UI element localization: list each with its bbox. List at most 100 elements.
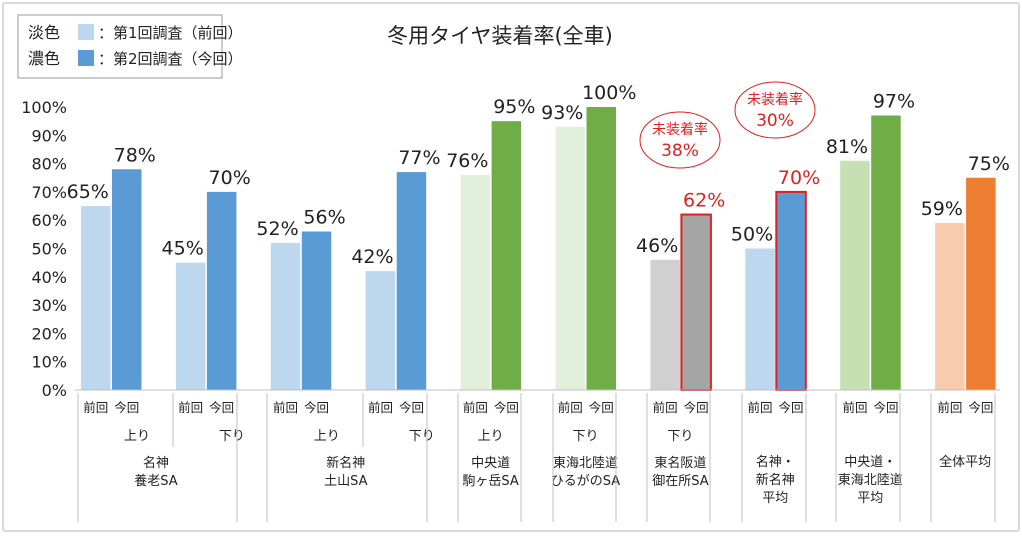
annotation-value: 30%: [756, 111, 794, 131]
bar-now: [871, 115, 901, 391]
y-tick-label: 10%: [31, 353, 67, 372]
x-label-now: 今回: [684, 400, 709, 415]
bar-prev: [650, 259, 680, 390]
x-label-now: 今回: [494, 400, 519, 415]
bar-now: [586, 107, 616, 390]
annotation-value: 38%: [661, 141, 699, 161]
x-label-location: 東海北陸道: [553, 455, 618, 471]
y-tick-label: 80%: [31, 155, 67, 174]
x-label-now: 今回: [968, 400, 993, 415]
chart-title: 冬用タイヤ装着率(全車): [387, 24, 613, 48]
y-tick-label: 40%: [31, 268, 67, 287]
legend-text: ：第1回調査（前回）: [98, 24, 243, 42]
data-label-now: 77%: [398, 147, 440, 169]
bar-now: [301, 231, 332, 390]
bar-prev: [555, 126, 585, 390]
x-label-location: 新名神: [756, 472, 795, 488]
annotation-ellipse: [639, 111, 721, 169]
x-label-location: 東名阪道: [654, 455, 706, 471]
x-label-now: 今回: [779, 400, 804, 415]
y-tick-label: 100%: [21, 98, 67, 117]
bar-now: [966, 177, 996, 390]
x-label-prev: 前回: [463, 400, 488, 415]
data-label-now: 70%: [778, 167, 820, 189]
y-tick-label: 20%: [31, 324, 67, 343]
data-label-prev: 76%: [446, 150, 488, 172]
x-label-location: 平均: [762, 491, 788, 506]
data-label-prev: 50%: [731, 224, 773, 246]
data-label-now: 62%: [683, 190, 725, 212]
y-tick-label: 90%: [31, 126, 67, 145]
bar-now: [775, 190, 807, 391]
x-label-direction: 上り: [478, 429, 504, 444]
annotation-label: 未装着率: [652, 121, 708, 138]
x-label-now: 今回: [589, 400, 614, 415]
x-label-location: 平均: [857, 491, 883, 506]
x-label-location: 中央道・: [844, 455, 896, 470]
data-label-now: 95%: [493, 96, 535, 118]
x-label-prev: 前回: [178, 400, 203, 415]
x-label-prev: 前回: [937, 400, 962, 415]
data-label-prev: 45%: [162, 238, 204, 260]
x-label-prev: 前回: [273, 400, 298, 415]
y-tick-label: 70%: [31, 183, 67, 202]
annotation-label: 未装着率: [747, 91, 803, 108]
x-label-direction: 上り: [124, 429, 150, 444]
bar-prev: [460, 174, 491, 390]
x-label-location: 御在所SA: [652, 474, 708, 489]
data-label-prev: 59%: [921, 198, 963, 220]
x-label-direction: 上り: [314, 429, 340, 444]
x-label-prev: 前回: [368, 400, 393, 415]
x-label-now: 今回: [209, 400, 234, 415]
y-tick-label: 60%: [31, 211, 67, 230]
x-label-direction: 下り: [572, 429, 598, 444]
x-label-location: 中央道: [471, 456, 510, 471]
x-label-prev: 前回: [748, 400, 773, 415]
legend-text: ：第2回調査（今回）: [98, 50, 243, 68]
bar-prev: [175, 262, 206, 390]
data-label-now: 75%: [968, 153, 1010, 175]
y-tick-label: 30%: [31, 296, 67, 315]
bar-prev: [935, 223, 965, 390]
x-label-location: 土山SA: [324, 474, 367, 489]
data-label-prev: 42%: [351, 246, 393, 268]
bar-now: [112, 169, 142, 390]
data-label-prev: 65%: [67, 181, 109, 203]
x-label-now: 今回: [399, 400, 424, 415]
y-tick-label: 50%: [31, 240, 67, 259]
legend-swatch: [78, 24, 94, 40]
x-label-now: 今回: [304, 400, 329, 415]
x-label-location: 名神: [143, 455, 169, 471]
x-label-prev: 前回: [558, 400, 583, 415]
data-label-now: 78%: [114, 144, 156, 166]
x-label-location: 名神・: [756, 454, 795, 470]
bar-prev: [365, 271, 396, 390]
bar-prev: [745, 248, 775, 390]
bar-now: [680, 213, 712, 391]
x-label-prev: 前回: [653, 400, 678, 415]
annotation-ellipse: [734, 81, 816, 139]
x-label-location: ひるがのSA: [551, 474, 620, 489]
x-label-location: 新名神: [326, 455, 365, 471]
legend-swatch: [78, 50, 94, 66]
x-label-prev: 前回: [842, 400, 867, 415]
x-label-direction: 下り: [667, 429, 693, 444]
legend-prefix: 淡色: [28, 23, 60, 42]
data-label-now: 70%: [209, 167, 251, 189]
x-label-location: 東海北陸道: [838, 472, 903, 488]
data-label-now: 97%: [873, 90, 915, 112]
data-label-prev: 52%: [256, 218, 298, 240]
bar-now: [491, 121, 522, 391]
bar-now: [206, 191, 237, 390]
bar-now: [396, 172, 427, 390]
x-label-now: 今回: [873, 400, 898, 415]
x-label-location: 全体平均: [939, 454, 991, 470]
x-label-now: 今回: [114, 400, 139, 415]
x-label-location: 養老SA: [134, 473, 177, 489]
bar-prev: [270, 242, 301, 390]
data-label-now: 56%: [303, 207, 345, 229]
data-label-now: 100%: [582, 82, 636, 104]
data-label-prev: 93%: [541, 102, 583, 124]
